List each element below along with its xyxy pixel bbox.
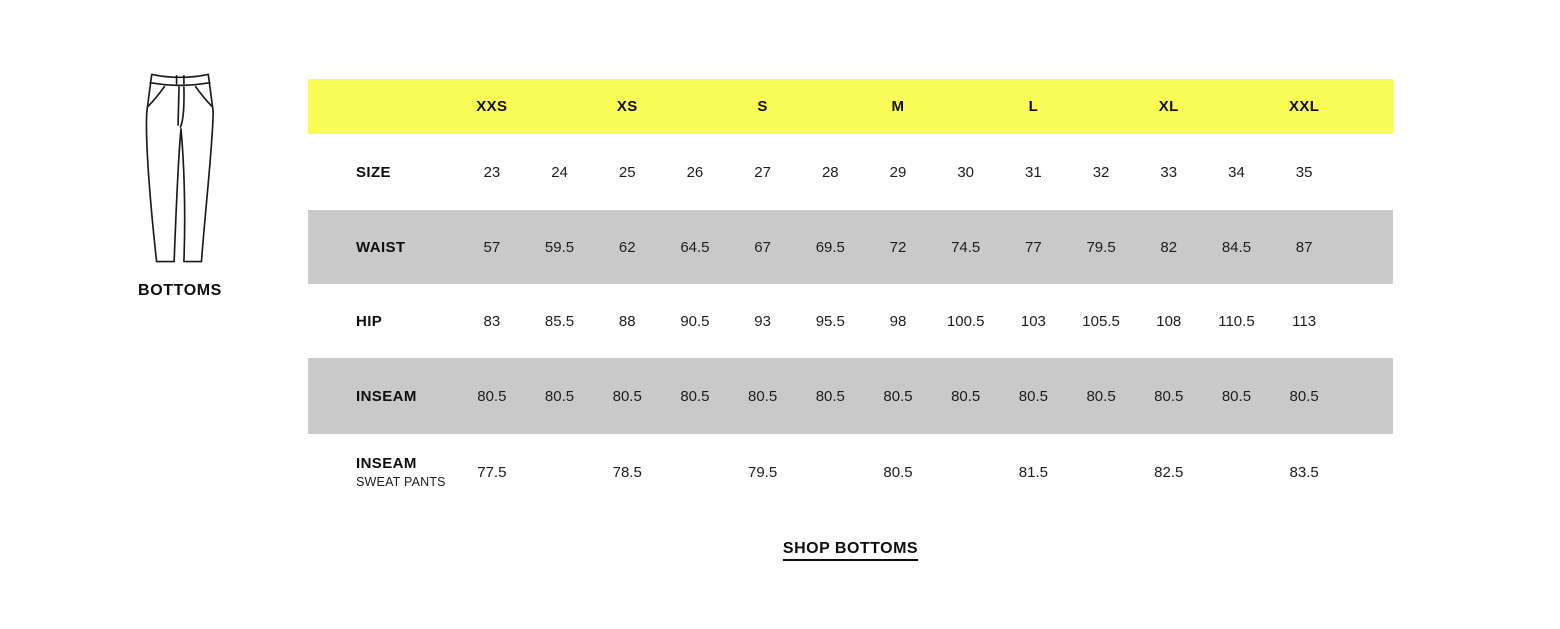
table-cell: 79.5	[748, 463, 778, 481]
table-cell: 57	[483, 238, 501, 256]
category-label: BOTTOMS	[138, 282, 222, 299]
table-cell: 80.5	[951, 387, 981, 405]
row-label: SIZE	[308, 164, 458, 181]
table-cell: 80.5	[680, 387, 710, 405]
table-cell: 23	[483, 163, 501, 181]
row-label-text: WAIST	[356, 238, 406, 256]
row-sublabel-text: SWEAT PANTS	[356, 475, 446, 489]
table-cell: 62	[618, 238, 636, 256]
table-cell: 25	[618, 163, 636, 181]
table-cell: 69.5	[815, 238, 845, 256]
row-label: INSEAM	[308, 388, 458, 405]
size-header-label: XXS	[476, 98, 508, 115]
table-cell: 35	[1295, 163, 1313, 181]
row-label: WAIST	[308, 239, 458, 256]
table-cell: 29	[889, 163, 907, 181]
shop-bottoms-link[interactable]: SHOP BOTTOMS	[782, 540, 919, 557]
row-label-text: HIP	[356, 312, 383, 330]
category-figure: BOTTOMS	[118, 70, 242, 300]
table-cell: 93	[754, 312, 771, 330]
table-cell: 32	[1092, 163, 1110, 181]
table-cell: 110.5	[1218, 312, 1255, 330]
shop-link-container: SHOP BOTTOMS	[308, 540, 1393, 558]
table-cell: 80.5	[748, 387, 778, 405]
table-cell: 80.5	[1289, 387, 1319, 405]
table-cell: 64.5	[680, 238, 710, 256]
table-cell: 83	[483, 312, 501, 330]
pants-icon	[145, 73, 214, 263]
table-cell: 72	[889, 238, 907, 256]
table-row-waist: WAIST 57 59.5 62 64.5 67 69.5 72 74.5 77 79.5 82 84.…	[308, 210, 1393, 284]
table-cell: 83.5	[1289, 463, 1319, 481]
table-cell: 79.5	[1086, 238, 1116, 256]
table-cell: 82	[1160, 238, 1178, 256]
size-header-label: XS	[616, 98, 638, 115]
size-chart-table: XXS XS S M L XL XXL SIZE 23 24 25 26 27 28 29 30 31 32 33 3…	[308, 79, 1393, 510]
table-cell: 80.5	[883, 463, 913, 481]
table-cell: 98	[889, 312, 907, 330]
table-cell: 80.5	[1221, 387, 1252, 405]
row-label: INSEAM SWEAT PANTS	[308, 455, 458, 489]
table-cell: 33	[1160, 163, 1178, 181]
table-cell: 34	[1228, 163, 1245, 181]
table-cell: 108	[1156, 312, 1182, 330]
row-label-text: INSEAM	[356, 387, 417, 405]
table-cell: 77	[1025, 238, 1042, 256]
table-cell: 80.5	[815, 387, 845, 405]
table-cell: 85.5	[544, 312, 575, 330]
table-cell: 113	[1292, 312, 1317, 330]
size-header-label: XL	[1158, 98, 1179, 115]
table-cell: 105.5	[1082, 312, 1120, 330]
table-cell: 82.5	[1154, 463, 1184, 481]
table-cell: 28	[821, 163, 839, 181]
table-cell: 80.5	[1154, 387, 1184, 405]
table-cell: 81.5	[1018, 463, 1048, 481]
table-cell: 80.5	[612, 387, 642, 405]
table-cell: 74.5	[951, 238, 981, 256]
table-row-size: SIZE 23 24 25 26 27 28 29 30 31 32 33 34 35	[308, 134, 1393, 210]
table-cell: 30	[957, 163, 975, 181]
table-cell: 80.5	[477, 387, 507, 405]
table-cell: 80.5	[1018, 387, 1048, 405]
size-header-row: XXS XS S M L XL XXL	[308, 79, 1393, 134]
table-cell: 90.5	[680, 312, 710, 330]
table-cell: 87	[1295, 238, 1313, 256]
table-cell: 84.5	[1221, 238, 1252, 256]
table-cell: 67	[754, 238, 771, 256]
table-cell: 26	[686, 163, 704, 181]
table-cell: 59.5	[544, 238, 575, 256]
table-cell: 95.5	[815, 312, 845, 330]
table-cell: 27	[754, 163, 771, 181]
table-cell: 24	[551, 163, 568, 181]
row-label: HIP	[308, 313, 458, 330]
size-header-label: XXL	[1288, 98, 1320, 115]
table-cell: 80.5	[1086, 387, 1116, 405]
row-label-text: SIZE	[356, 163, 391, 181]
table-cell: 31	[1025, 163, 1042, 181]
size-header-label: M	[891, 98, 905, 115]
table-cell: 100.5	[946, 312, 985, 330]
size-header-label: L	[1028, 98, 1039, 115]
table-row-hip: HIP 83 85.5 88 90.5 93 95.5 98 100.5 103 105.5 108 1…	[308, 284, 1393, 358]
table-cell: 78.5	[612, 463, 642, 481]
table-cell: 88	[618, 312, 636, 330]
table-cell: 77.5	[477, 463, 507, 481]
table-cell: 80.5	[544, 387, 575, 405]
size-header-label: S	[757, 98, 768, 115]
table-cell: 80.5	[883, 387, 913, 405]
table-cell: 103	[1020, 312, 1046, 330]
table-row-inseam-sweat-pants: INSEAM SWEAT PANTS 77.5 78.5 79.5 80.5 81.5 82.…	[308, 434, 1393, 510]
row-label-text: INSEAM	[356, 455, 417, 472]
table-row-inseam: INSEAM 80.5 80.5 80.5 80.5 80.5 80.5 80.5 80.5 80…	[308, 358, 1393, 434]
